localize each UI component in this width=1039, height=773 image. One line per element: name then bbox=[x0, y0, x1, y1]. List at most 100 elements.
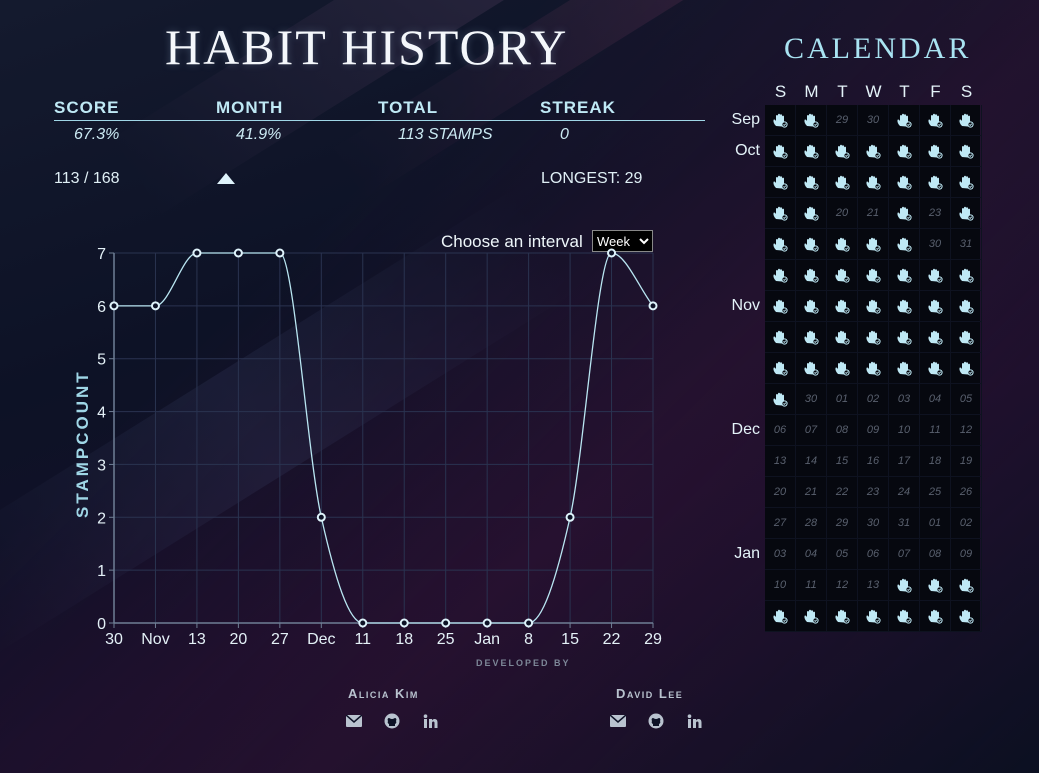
calendar-day-stamped[interactable] bbox=[889, 105, 920, 136]
calendar-day-stamped[interactable] bbox=[920, 322, 951, 353]
calendar-day[interactable]: 24 bbox=[889, 477, 920, 508]
calendar-day[interactable]: 11 bbox=[920, 415, 951, 446]
calendar-day-stamped[interactable] bbox=[827, 322, 858, 353]
calendar-day-stamped[interactable] bbox=[889, 198, 920, 229]
calendar-day[interactable]: 26 bbox=[951, 477, 982, 508]
calendar-day-stamped[interactable] bbox=[827, 291, 858, 322]
calendar-day-stamped[interactable] bbox=[796, 136, 827, 167]
calendar-day-stamped[interactable] bbox=[796, 229, 827, 260]
calendar-day-stamped[interactable] bbox=[827, 229, 858, 260]
envelope-icon[interactable] bbox=[344, 712, 364, 730]
calendar-day[interactable]: 29 bbox=[827, 105, 858, 136]
calendar-day[interactable]: 31 bbox=[951, 229, 982, 260]
calendar-day-stamped[interactable] bbox=[827, 167, 858, 198]
calendar-day-stamped[interactable] bbox=[951, 322, 982, 353]
linkedin-icon[interactable] bbox=[420, 712, 440, 730]
calendar-day-stamped[interactable] bbox=[796, 353, 827, 384]
linkedin-icon[interactable] bbox=[684, 712, 704, 730]
calendar-day[interactable]: 30 bbox=[920, 229, 951, 260]
calendar-day-stamped[interactable] bbox=[951, 136, 982, 167]
calendar-day-stamped[interactable] bbox=[951, 260, 982, 291]
calendar-day-stamped[interactable] bbox=[951, 601, 982, 632]
calendar-day[interactable]: 01 bbox=[827, 384, 858, 415]
calendar-day[interactable]: 07 bbox=[796, 415, 827, 446]
calendar-day-stamped[interactable] bbox=[889, 229, 920, 260]
calendar-day-stamped[interactable] bbox=[827, 601, 858, 632]
calendar-day[interactable]: 08 bbox=[827, 415, 858, 446]
calendar-day-stamped[interactable] bbox=[858, 136, 889, 167]
calendar-day[interactable]: 05 bbox=[951, 384, 982, 415]
calendar-day[interactable]: 05 bbox=[827, 539, 858, 570]
calendar-day[interactable]: 01 bbox=[920, 508, 951, 539]
calendar-day[interactable]: 25 bbox=[920, 477, 951, 508]
calendar-day[interactable]: 04 bbox=[920, 384, 951, 415]
calendar-day-stamped[interactable] bbox=[796, 167, 827, 198]
calendar-day-stamped[interactable] bbox=[889, 136, 920, 167]
calendar-day-stamped[interactable] bbox=[889, 353, 920, 384]
calendar-day-stamped[interactable] bbox=[858, 167, 889, 198]
calendar-day-stamped[interactable] bbox=[920, 136, 951, 167]
calendar-day[interactable]: 17 bbox=[889, 446, 920, 477]
calendar-day-stamped[interactable] bbox=[951, 198, 982, 229]
calendar-day[interactable]: 22 bbox=[827, 477, 858, 508]
calendar-day-stamped[interactable] bbox=[827, 353, 858, 384]
calendar-day[interactable]: 10 bbox=[889, 415, 920, 446]
calendar-day[interactable]: 23 bbox=[858, 477, 889, 508]
calendar-day[interactable]: 02 bbox=[951, 508, 982, 539]
calendar-day[interactable]: 21 bbox=[796, 477, 827, 508]
calendar-day-stamped[interactable] bbox=[858, 322, 889, 353]
calendar-day-stamped[interactable] bbox=[858, 353, 889, 384]
calendar-day-stamped[interactable] bbox=[920, 570, 951, 601]
calendar-day-stamped[interactable] bbox=[920, 105, 951, 136]
github-icon[interactable] bbox=[382, 712, 402, 730]
calendar-day-stamped[interactable] bbox=[858, 260, 889, 291]
calendar-day-stamped[interactable] bbox=[920, 353, 951, 384]
calendar-day[interactable]: 03 bbox=[765, 539, 796, 570]
calendar-day[interactable]: 16 bbox=[858, 446, 889, 477]
calendar-day-stamped[interactable] bbox=[951, 105, 982, 136]
calendar-day-stamped[interactable] bbox=[951, 570, 982, 601]
calendar-day[interactable]: 19 bbox=[951, 446, 982, 477]
calendar-day[interactable]: 06 bbox=[858, 539, 889, 570]
envelope-icon[interactable] bbox=[608, 712, 628, 730]
calendar-day-stamped[interactable] bbox=[827, 260, 858, 291]
calendar-day[interactable]: 12 bbox=[951, 415, 982, 446]
calendar-day-stamped[interactable] bbox=[796, 322, 827, 353]
calendar-day-stamped[interactable] bbox=[765, 384, 796, 415]
calendar-day[interactable]: 15 bbox=[827, 446, 858, 477]
calendar-day-stamped[interactable] bbox=[765, 260, 796, 291]
calendar-day-stamped[interactable] bbox=[858, 229, 889, 260]
calendar-day[interactable]: 31 bbox=[889, 508, 920, 539]
calendar-day[interactable]: 06 bbox=[765, 415, 796, 446]
calendar-day[interactable]: 28 bbox=[796, 508, 827, 539]
calendar-day-stamped[interactable] bbox=[796, 260, 827, 291]
calendar-day[interactable]: 23 bbox=[920, 198, 951, 229]
calendar-day-stamped[interactable] bbox=[796, 291, 827, 322]
calendar-day[interactable]: 14 bbox=[796, 446, 827, 477]
calendar-day[interactable]: 18 bbox=[920, 446, 951, 477]
calendar-day-stamped[interactable] bbox=[765, 167, 796, 198]
calendar-day-stamped[interactable] bbox=[796, 105, 827, 136]
calendar-day[interactable]: 30 bbox=[796, 384, 827, 415]
calendar-day[interactable]: 21 bbox=[858, 198, 889, 229]
calendar-day[interactable]: 12 bbox=[827, 570, 858, 601]
calendar-day[interactable]: 29 bbox=[827, 508, 858, 539]
calendar-day[interactable]: 13 bbox=[858, 570, 889, 601]
calendar-day-stamped[interactable] bbox=[920, 291, 951, 322]
calendar-day-stamped[interactable] bbox=[920, 260, 951, 291]
calendar-day-stamped[interactable] bbox=[889, 260, 920, 291]
calendar-day-stamped[interactable] bbox=[889, 167, 920, 198]
calendar-day-stamped[interactable] bbox=[920, 601, 951, 632]
calendar-day-stamped[interactable] bbox=[827, 136, 858, 167]
calendar-day[interactable]: 30 bbox=[858, 508, 889, 539]
calendar-day-stamped[interactable] bbox=[858, 601, 889, 632]
calendar-day-stamped[interactable] bbox=[765, 198, 796, 229]
calendar-day[interactable]: 03 bbox=[889, 384, 920, 415]
calendar-day-stamped[interactable] bbox=[796, 601, 827, 632]
calendar-day[interactable]: 09 bbox=[951, 539, 982, 570]
interval-select[interactable]: Week bbox=[592, 230, 653, 252]
calendar-day[interactable]: 20 bbox=[765, 477, 796, 508]
calendar-day-stamped[interactable] bbox=[889, 291, 920, 322]
calendar-day-stamped[interactable] bbox=[765, 229, 796, 260]
calendar-day-stamped[interactable] bbox=[765, 322, 796, 353]
